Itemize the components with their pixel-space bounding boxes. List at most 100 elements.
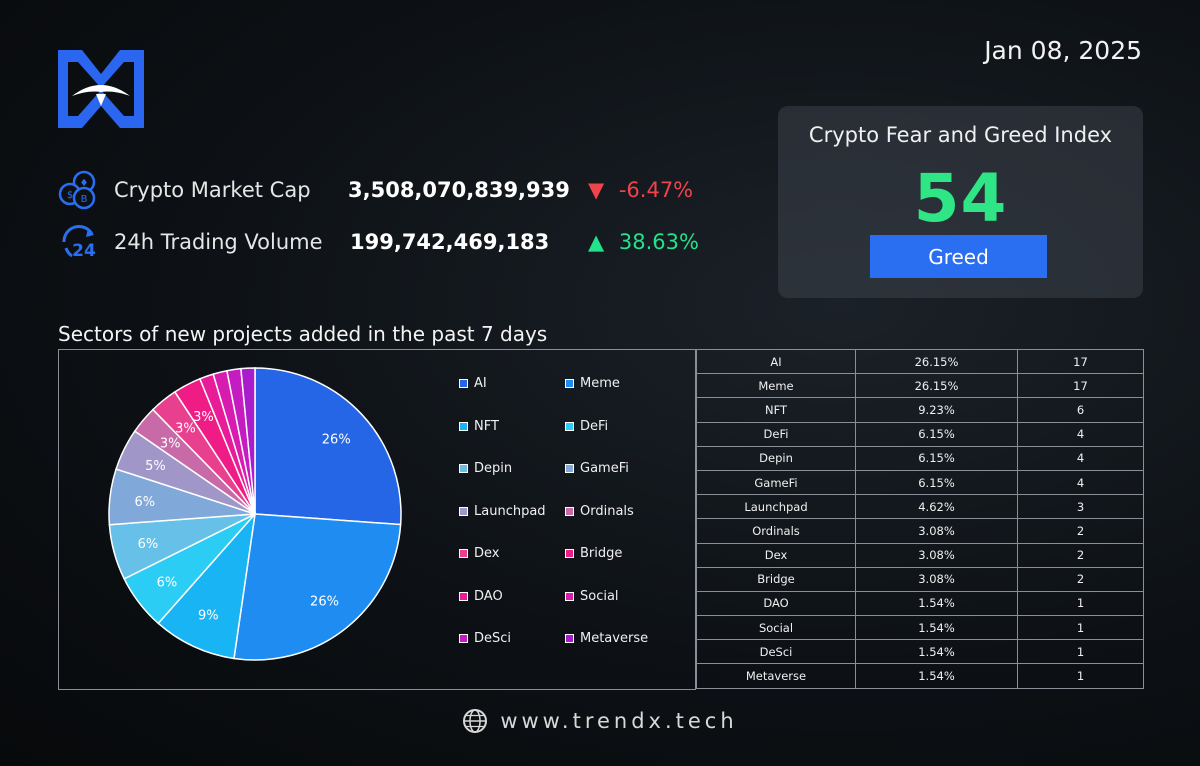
legend-label: Metaverse	[580, 631, 649, 646]
legend-item-ai: AI	[459, 376, 487, 391]
legend-label: Meme	[580, 376, 620, 391]
legend-label: GameFi	[580, 461, 629, 476]
pie-label-dex: 3%	[175, 422, 196, 437]
legend-item-nft: NFT	[459, 419, 499, 434]
pie-label-bridge: 3%	[193, 410, 214, 425]
sector-name-cell: DeSci	[696, 639, 856, 665]
legend-label: DeFi	[580, 418, 609, 434]
sector-pie-chart: 26%26%9%6%6%6%5%3%3%3%	[108, 367, 402, 661]
legend-item-desci: DeSci	[459, 631, 511, 646]
legend-swatch	[459, 634, 468, 643]
pie-slice-metaverse	[240, 367, 256, 515]
legend-label: Launchpad	[474, 503, 546, 519]
arrow-up-icon: ▲	[588, 230, 605, 254]
legend-label: NFT	[474, 418, 499, 434]
pie-label-depin: 6%	[138, 537, 159, 552]
pie-slice-nft	[157, 511, 257, 660]
legend-swatch	[565, 379, 574, 388]
pie-slice-meme	[233, 513, 402, 661]
fear-greed-value: 54	[913, 160, 1008, 237]
24h-cycle-icon: 24	[62, 224, 96, 261]
table-row: Depin 6.15% 4	[696, 445, 1144, 471]
legend-item-meme: Meme	[565, 376, 620, 391]
legend-swatch	[565, 591, 574, 601]
legend-swatch	[459, 464, 468, 473]
sector-name-cell: NFT	[696, 397, 856, 423]
sector-percent-cell: 6.15%	[855, 469, 1018, 496]
fear-greed-badge: Greed	[870, 235, 1047, 278]
sector-name-cell: DeFi	[696, 421, 856, 447]
market-cap-change: ▼ -6.47%	[588, 178, 694, 202]
sector-name-cell: Ordinals	[696, 518, 856, 544]
legend-swatch	[459, 549, 468, 558]
pie-label-nft: 9%	[198, 609, 219, 624]
legend-label: Bridge	[580, 546, 623, 561]
market-cap-row: ♦ $ B Crypto Market Cap 3,508,070,839,93…	[58, 170, 693, 210]
sector-percent-cell: 9.23%	[855, 397, 1018, 423]
legend-label: DeSci	[474, 631, 512, 646]
sector-count-cell: 4	[1017, 421, 1144, 447]
pie-label-meme: 26%	[310, 594, 339, 609]
pie-chart-panel: 26% 26% 9% 6% 6% 6% 5% 3% 3% 3% AI Meme NFT DeFi Depi…	[58, 349, 696, 690]
legend-item-defi: DeFi	[565, 419, 608, 434]
table-row: Launchpad 4.62% 3	[696, 494, 1144, 520]
sector-percent-cell: 3.08%	[855, 518, 1018, 544]
trading-volume-label: 24h Trading Volume	[114, 230, 323, 254]
website-link[interactable]: www.trendx.tech	[500, 709, 738, 733]
legend-swatch	[565, 421, 574, 431]
legend-swatch	[459, 421, 468, 431]
sector-table: AI 26.15% 17 Meme 26.15% 17 NFT 9.23% 6 DeFi 6.15%…	[696, 348, 1144, 689]
legend-swatch	[565, 464, 574, 473]
trading-volume-change: ▲ 38.63%	[588, 230, 699, 254]
sector-percent-cell: 1.54%	[855, 590, 1018, 617]
legend-item-dex: Dex	[459, 546, 499, 561]
legend-label: Depin	[474, 461, 513, 476]
sector-count-cell: 1	[1017, 639, 1144, 665]
sector-count-cell: 3	[1017, 494, 1144, 520]
sector-count-cell: 2	[1017, 566, 1144, 592]
sector-name-cell: Bridge	[696, 566, 856, 592]
legend-item-depin: Depin	[459, 461, 512, 476]
pie-label-ai: 26%	[322, 432, 351, 447]
svg-text:24: 24	[72, 241, 96, 261]
table-row: Bridge 3.08% 2	[696, 566, 1144, 592]
sector-percent-cell: 4.62%	[855, 494, 1018, 520]
table-row: DeSci 1.54% 1	[696, 639, 1144, 665]
legend-swatch	[565, 549, 574, 558]
table-row: DAO 1.54% 1	[696, 590, 1144, 617]
sector-name-cell: Metaverse	[696, 663, 856, 689]
legend-item-dao: DAO	[459, 589, 503, 604]
sector-count-cell: 17	[1017, 348, 1144, 375]
sector-count-cell: 1	[1017, 615, 1144, 641]
sector-percent-cell: 3.08%	[855, 566, 1018, 592]
pie-label-gamefi: 6%	[135, 495, 156, 510]
pie-label-launchpad: 5%	[145, 459, 166, 474]
pie-label-ordinals: 3%	[160, 437, 181, 452]
report-date: Jan 08, 2025	[984, 36, 1142, 65]
svg-text:B: B	[81, 194, 88, 205]
legend-swatch	[459, 591, 468, 601]
arrow-down-icon: ▼	[588, 178, 605, 202]
sector-percent-cell: 1.54%	[855, 639, 1018, 665]
legend-item-gamefi: GameFi	[565, 461, 629, 476]
sector-percent-cell: 6.15%	[855, 421, 1018, 447]
sector-count-cell: 2	[1017, 542, 1144, 568]
sector-percent-cell: 3.08%	[855, 542, 1018, 568]
fear-greed-card: Crypto Fear and Greed Index 54 Greed	[778, 106, 1143, 298]
coins-icon: ♦ $ B	[58, 170, 96, 210]
section-title: Sectors of new projects added in the pas…	[58, 322, 548, 346]
footer: www.trendx.tech	[0, 708, 1200, 734]
legend-label: Dex	[474, 546, 500, 561]
legend-item-social: Social	[565, 589, 619, 604]
sector-percent-cell: 26.15%	[855, 348, 1018, 375]
sector-name-cell: Depin	[696, 445, 856, 471]
sector-name-cell: DAO	[696, 590, 856, 617]
table-row: Ordinals 3.08% 2	[696, 518, 1144, 544]
sector-count-cell: 4	[1017, 445, 1144, 471]
svg-text:$: $	[67, 190, 73, 201]
globe-icon	[463, 709, 488, 733]
sector-name-cell: Meme	[696, 373, 856, 399]
sector-percent-cell: 1.54%	[855, 615, 1018, 641]
legend-swatch	[565, 506, 574, 516]
table-row: GameFi 6.15% 4	[696, 469, 1144, 496]
